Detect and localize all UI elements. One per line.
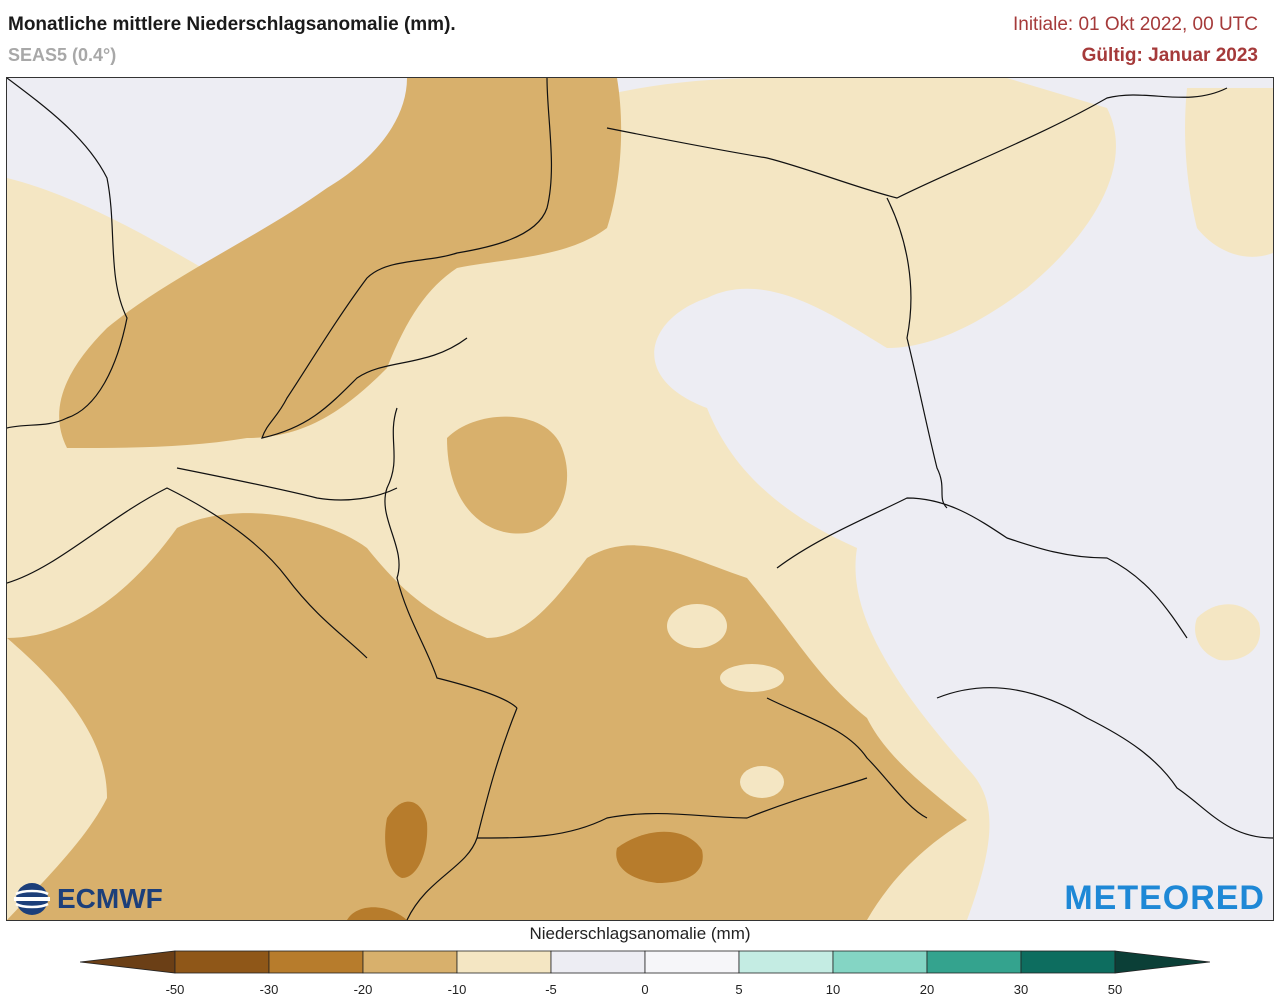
legend-cell-10_20 bbox=[832, 950, 928, 974]
legend-colorbar bbox=[80, 950, 1210, 974]
legend-tick-label: -10 bbox=[447, 982, 467, 997]
legend-tick-label: 20 bbox=[919, 982, 935, 997]
coastline-baltic bbox=[606, 87, 1228, 199]
border-pl bbox=[886, 197, 948, 509]
legend-cell--5_0 bbox=[550, 950, 646, 974]
ecmwf-logo-text: ECMWF bbox=[57, 883, 163, 914]
anomaly-area-dark-west bbox=[385, 801, 428, 878]
legend-arrow-right bbox=[1114, 950, 1210, 974]
legend-cell-30_50 bbox=[1020, 950, 1116, 974]
anomaly-area-medium-north bbox=[59, 78, 622, 448]
legend-cell--20_-10 bbox=[362, 950, 458, 974]
anomaly-area-light-east bbox=[1195, 604, 1261, 661]
anomaly-hole-3 bbox=[740, 766, 784, 798]
legend-tick-label: 5 bbox=[735, 982, 743, 997]
init-time-label: Initiale: 01 Okt 2022, 00 UTC bbox=[1012, 14, 1258, 35]
anomaly-area-dark-southwest bbox=[347, 907, 407, 920]
legend-title: Niederschlagsanomalie (mm) bbox=[529, 924, 751, 943]
legend-tick-label: 0 bbox=[641, 982, 649, 997]
legend-tick-label: 30 bbox=[1013, 982, 1029, 997]
legend-tick-label: 50 bbox=[1107, 982, 1123, 997]
border-de-west bbox=[384, 407, 518, 709]
border-fr-be bbox=[7, 487, 368, 659]
map-canvas bbox=[7, 78, 1273, 920]
anomaly-hole-1 bbox=[667, 604, 727, 648]
coastline-uk bbox=[7, 78, 128, 429]
legend-cell-20_30 bbox=[926, 950, 1022, 974]
anomaly-area-medium-south bbox=[7, 513, 967, 920]
border-de-cz bbox=[776, 497, 1188, 639]
ecmwf-globe-icon bbox=[14, 883, 50, 915]
legend-cell-5_10 bbox=[738, 950, 834, 974]
border-east bbox=[936, 687, 1273, 839]
anomaly-map[interactable]: ECMWF METEORED bbox=[6, 77, 1274, 921]
legend-tick-label: 10 bbox=[825, 982, 841, 997]
borders bbox=[7, 78, 1273, 920]
anomaly-hole-2 bbox=[720, 664, 784, 692]
border-de-at bbox=[766, 697, 928, 819]
legend-arrow-left bbox=[80, 950, 176, 974]
valid-period-label: Gültig: Januar 2023 bbox=[1081, 45, 1258, 66]
model-subtitle: SEAS5 (0.4°) bbox=[8, 45, 117, 65]
anomaly-area-medium-central bbox=[447, 416, 568, 534]
legend-tick-label: -20 bbox=[353, 982, 373, 997]
anomaly-area-light-northeast bbox=[1185, 88, 1273, 257]
border-alps bbox=[476, 777, 868, 839]
border-be-nl bbox=[176, 467, 398, 501]
ecmwf-logo: ECMWF bbox=[11, 882, 163, 916]
legend-cell--10_-5 bbox=[456, 950, 552, 974]
legend-tick-label: -50 bbox=[165, 982, 185, 997]
coastline-north bbox=[261, 78, 553, 439]
legend-tick-label: -5 bbox=[545, 982, 557, 997]
anomaly-area-dark-alps bbox=[616, 831, 703, 883]
legend-cell--50_-30 bbox=[174, 950, 270, 974]
map-title: Monatliche mittlere Niederschlagsanomali… bbox=[8, 14, 456, 35]
legend-tick-label: -30 bbox=[259, 982, 279, 997]
legend-cell--30_-20 bbox=[268, 950, 364, 974]
meteored-logo: METEORED bbox=[1064, 879, 1265, 917]
legend-cell-0_5 bbox=[644, 950, 740, 974]
